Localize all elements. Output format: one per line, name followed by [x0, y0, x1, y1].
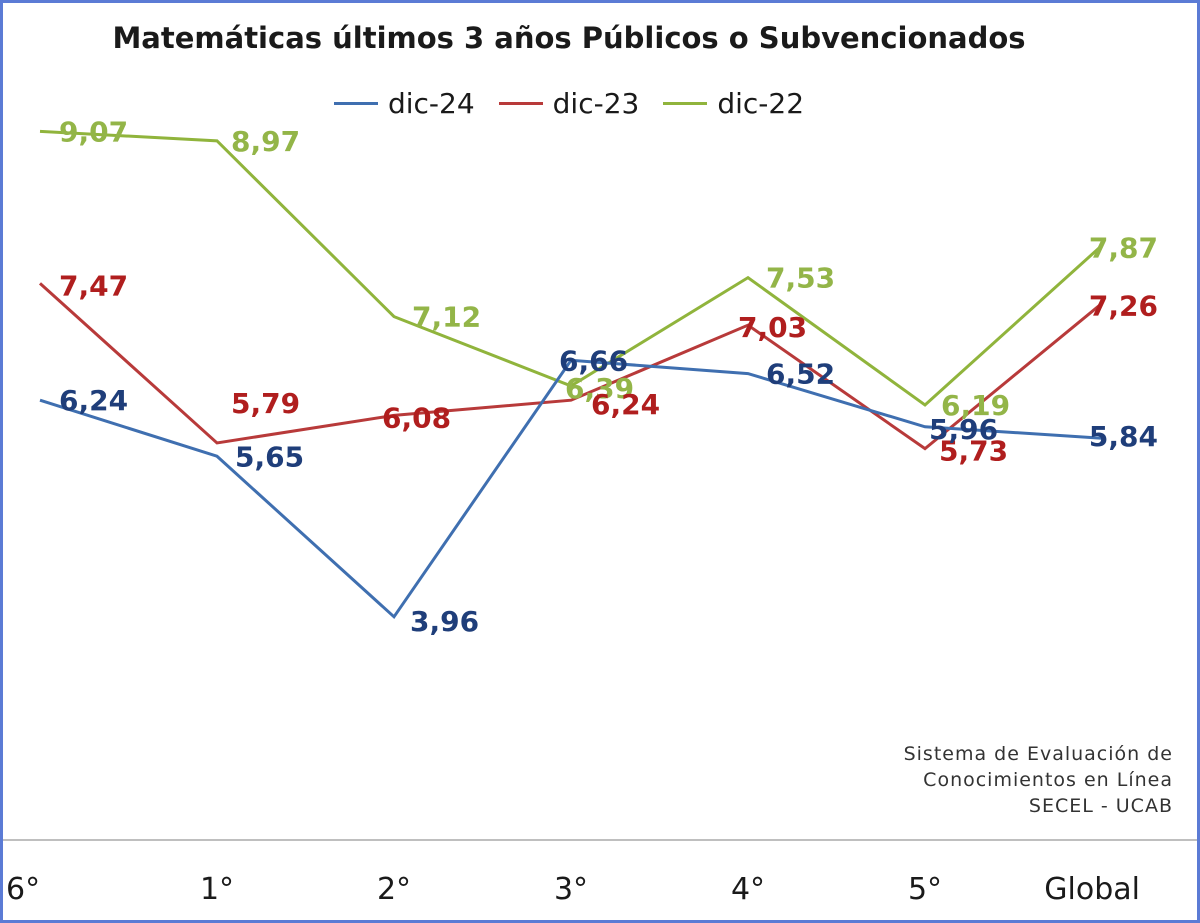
credits-line-1: Sistema de Evaluación de [903, 743, 1173, 765]
data-label-dic-23-2: 6,08 [382, 401, 451, 434]
data-label-dic-24-4: 6,52 [766, 358, 835, 391]
data-label-dic-24-1: 5,65 [235, 440, 304, 473]
legend-item-dic-23: dic-23 [498, 87, 640, 120]
x-tick-label-5: 5° [908, 872, 942, 907]
credits-block: Sistema de Evaluación de Conocimientos e… [873, 741, 1173, 819]
data-label-dic-24-3: 6,66 [559, 344, 628, 377]
data-label-dic-22-1: 8,97 [231, 125, 300, 158]
data-label-dic-23-0: 7,47 [59, 269, 128, 302]
data-label-dic-24-5: 5,96 [929, 413, 998, 446]
data-label-dic-22-0: 9,07 [59, 115, 128, 148]
credits-line-2: Conocimientos en Línea [923, 769, 1173, 791]
legend-label-dic-24: dic-24 [387, 87, 475, 120]
series-line-dic-24 [39, 358, 1103, 620]
data-label-dic-22-4: 7,53 [766, 262, 835, 295]
x-tick-label-1: 1° [200, 872, 234, 907]
data-label-dic-22-2: 7,12 [412, 301, 481, 334]
data-label-dic-23-1: 5,79 [231, 387, 300, 420]
data-label-dic-23-5: 5,73 [939, 435, 1008, 468]
credits-line-3: SECEL - UCAB [1028, 795, 1173, 817]
series-line-dic-23 [38, 282, 1103, 451]
legend-item-dic-24: dic-24 [333, 87, 475, 120]
legend-swatch-dic-22 [663, 102, 708, 105]
data-label-dic-22-5: 6,19 [941, 389, 1010, 422]
x-tick-label-3: 3° [554, 872, 588, 907]
x-tick-label-2: 2° [377, 872, 411, 907]
legend-swatch-dic-23 [498, 102, 543, 105]
legend-label-dic-22: dic-22 [717, 87, 805, 120]
data-label-dic-22-6: 7,87 [1089, 231, 1158, 264]
x-tick-label-0: 6° [6, 872, 40, 907]
series-line-dic-22 [39, 129, 1104, 407]
legend-label-dic-23: dic-23 [552, 87, 640, 120]
data-label-dic-24-6: 5,84 [1089, 420, 1158, 453]
legend-swatch-dic-24 [333, 102, 378, 105]
data-label-dic-24-2: 3,96 [410, 605, 479, 638]
chart-title: Matemáticas últimos 3 años Públicos o Su… [112, 21, 1026, 55]
legend-item-dic-22: dic-22 [663, 87, 804, 120]
legend: dic-24 dic-23 dic-22 [3, 87, 1135, 120]
line-chart-plot: 6° 1° 2° 3° 4° 5° Global 9,07 8,97 7,12 6,39 7,53 6,… [3, 115, 1197, 907]
x-tick-label-4: 4° [731, 872, 765, 907]
data-label-dic-22-3: 6,39 [565, 372, 634, 405]
x-tick-label-6: Global [1044, 872, 1140, 907]
data-label-dic-23-6: 7,26 [1089, 289, 1158, 322]
data-label-dic-23-3: 6,24 [591, 388, 660, 421]
data-label-dic-23-4: 7,03 [738, 311, 807, 344]
data-label-dic-24-0: 6,24 [59, 384, 128, 417]
